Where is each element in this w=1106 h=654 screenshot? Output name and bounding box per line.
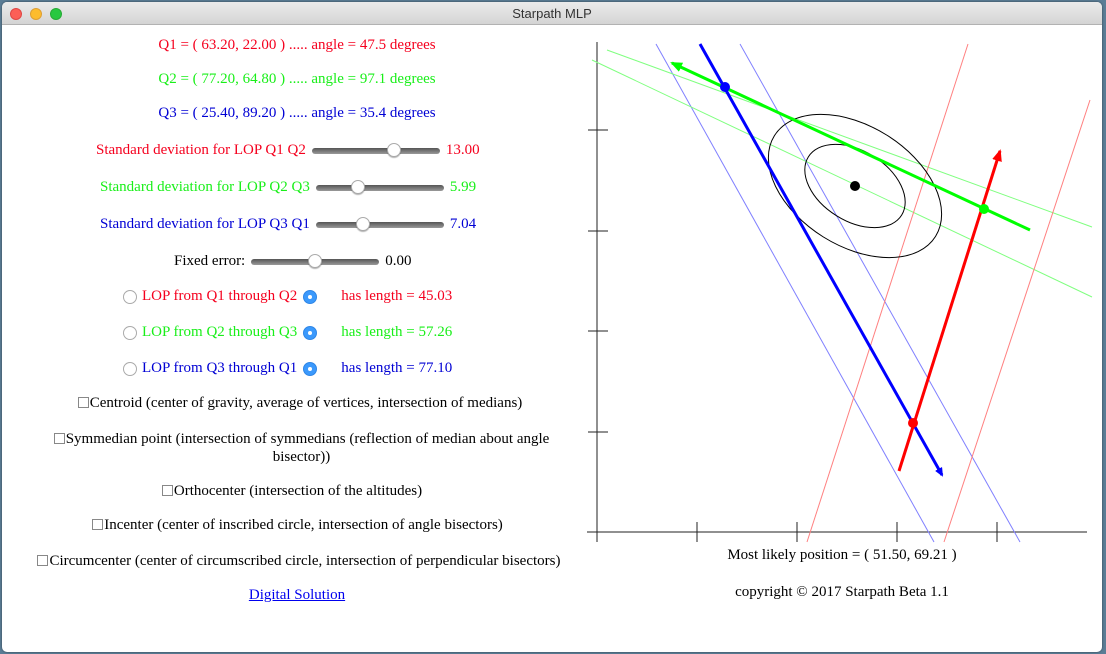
slider-row-fixed-error: Fixed error: 0.00 [174, 253, 411, 270]
slider-label-fixed-error: Fixed error: [174, 253, 246, 269]
slider-label-q3q1: Standard deviation for LOP Q3 Q1 [100, 216, 310, 232]
lop-q1q2-radio-right[interactable] [303, 289, 318, 304]
lop-q3q1-radio-left[interactable] [123, 361, 137, 376]
lop-row-q2q3: LOP from Q2 through Q3 has length = 57.2… [123, 324, 452, 341]
lop-q2q3-label: LOP from Q2 through Q3 [142, 324, 298, 340]
digital-solution-link[interactable]: Digital Solution [248, 587, 346, 603]
point-mlp [850, 181, 860, 191]
slider-value-fixed-error: 0.00 [385, 253, 412, 269]
slider-q1q2[interactable] [311, 142, 440, 157]
sight-q2-text: Q2 = ( 77.20, 64.80 ) ..... angle = 97.1… [158, 71, 436, 87]
green-band-bottom [591, 59, 1093, 298]
lop-q3q1-radio-right[interactable] [303, 361, 318, 376]
slider-thumb[interactable] [308, 253, 323, 268]
option-centroid[interactable]: Centroid (center of gravity, average of … [60, 395, 540, 412]
slider-label-q1q2: Standard deviation for LOP Q1 Q2 [96, 142, 306, 158]
lop-q3q1-length: has length = 77.10 [341, 360, 453, 376]
symmedian-checkbox[interactable] [53, 433, 65, 444]
point-q2 [979, 204, 989, 214]
lop-q3q1-label: LOP from Q3 through Q1 [142, 360, 298, 376]
lop-q1q2-label: LOP from Q1 through Q2 [142, 288, 298, 304]
slider-thumb[interactable] [351, 179, 366, 194]
lop-red [897, 149, 1002, 472]
sight-q3-text: Q3 = ( 25.40, 89.20 ) ..... angle = 35.4… [158, 105, 436, 121]
lop-q1q2-radio-left[interactable] [123, 289, 137, 304]
lop-q2q3-radio-left[interactable] [123, 325, 137, 340]
slider-label-q2q3: Standard deviation for LOP Q2 Q3 [100, 179, 310, 195]
lop-q2q3-length: has length = 57.26 [341, 324, 453, 340]
copyright-text: copyright © 2017 Starpath Beta 1.1 [735, 584, 949, 600]
error-ellipse-inner [804, 143, 906, 229]
red-band-right [943, 99, 1091, 543]
option-circumcenter[interactable]: Circumcenter (center of circumscribed ci… [16, 553, 582, 570]
slider-value-q1q2: 13.00 [445, 142, 480, 158]
circumcenter-label: Circumcenter (center of circumscribed ci… [49, 553, 561, 569]
incenter-label: Incenter (center of inscribed circle, in… [104, 517, 503, 533]
result-text: Most likely position = ( 51.50, 69.21 ) [727, 547, 957, 563]
slider-row-q3q1: Standard deviation for LOP Q3 Q1 7.04 [100, 216, 476, 233]
green-band-top [606, 49, 1093, 228]
red-band-left [806, 43, 969, 543]
slider-value-q3q1: 7.04 [449, 216, 477, 232]
zoom-button[interactable] [50, 8, 62, 20]
window-title: Starpath MLP [512, 6, 592, 21]
orthocenter-checkbox[interactable] [161, 485, 173, 496]
circumcenter-checkbox[interactable] [37, 555, 49, 566]
centroid-label: Centroid (center of gravity, average of … [89, 395, 523, 411]
blue-band-left [655, 43, 935, 543]
lop-blue [698, 43, 944, 477]
lop-q1q2-length: has length = 45.03 [341, 288, 453, 304]
slider-row-q1q2: Standard deviation for LOP Q1 Q2 13.00 [96, 142, 480, 159]
plot-axes [587, 42, 1087, 542]
slider-q2q3[interactable] [315, 179, 444, 194]
orthocenter-label: Orthocenter (intersection of the altitud… [173, 483, 423, 499]
slider-thumb[interactable] [386, 142, 401, 157]
slider-row-q2q3: Standard deviation for LOP Q2 Q3 5.99 [100, 179, 476, 196]
lop-row-q3q1: LOP from Q3 through Q1 has length = 77.1… [123, 360, 452, 377]
title-bar: Starpath MLP [2, 2, 1102, 25]
minimize-button[interactable] [30, 8, 42, 20]
slider-q3q1[interactable] [315, 216, 444, 231]
symmedian-label: Symmedian point (intersection of symmedi… [65, 431, 550, 465]
blue-band-right [739, 43, 1021, 543]
slider-thumb[interactable] [356, 216, 371, 231]
option-incenter[interactable]: Incenter (center of inscribed circle, in… [70, 517, 525, 534]
point-q1 [908, 418, 918, 428]
lop-row-q1q2: LOP from Q1 through Q2 has length = 45.0… [123, 288, 452, 305]
lop-green [670, 61, 1031, 232]
sight-q1-text: Q1 = ( 63.20, 22.00 ) ..... angle = 47.5… [158, 37, 436, 53]
option-orthocenter[interactable]: Orthocenter (intersection of the altitud… [142, 483, 442, 500]
option-symmedian[interactable]: Symmedian point (intersection of symmedi… [34, 430, 569, 466]
close-button[interactable] [10, 8, 22, 20]
point-q3 [720, 82, 730, 92]
centroid-checkbox[interactable] [77, 397, 89, 408]
error-ellipse-outer [767, 113, 943, 259]
slider-fixed-error[interactable] [251, 253, 380, 268]
lop-q2q3-radio-right[interactable] [303, 325, 318, 340]
digital-solution-row: Digital Solution [2, 587, 592, 604]
slider-value-q2q3: 5.99 [449, 179, 477, 195]
incenter-checkbox[interactable] [92, 519, 104, 530]
